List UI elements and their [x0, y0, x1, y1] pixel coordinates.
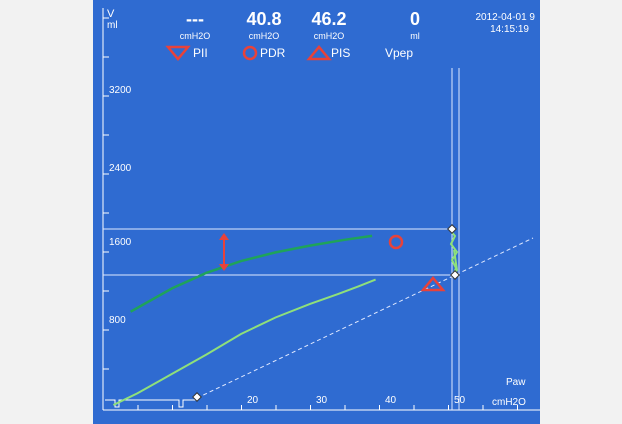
pis-legend-icon [306, 45, 332, 61]
timestamp-date: 2012-04-01 9 [475, 12, 536, 23]
x-tick-label: 50 [454, 395, 466, 406]
vertex-marker-top [447, 224, 457, 234]
pis-marker-icon [420, 276, 446, 292]
loop-tip-trace [449, 229, 459, 277]
baseline-trace [105, 399, 197, 408]
timestamp-time: 14:15:19 [490, 24, 529, 35]
vertex-marker-origin [192, 392, 202, 402]
x-tick-label: 30 [316, 395, 328, 406]
pdr-marker-icon [388, 234, 404, 250]
x-unit-cmh2o-label: cmH2O [492, 397, 526, 408]
x-tick-label: 40 [385, 395, 397, 406]
readout-pdr-unit: cmH2O [248, 31, 280, 41]
readout-pis-unit: cmH2O [313, 31, 345, 41]
y-tick-label: 800 [109, 315, 126, 326]
pii-legend-icon [165, 45, 191, 61]
legend-vpep-label: Vpep [385, 46, 414, 60]
legend-pii-label: PII [193, 46, 208, 60]
readout-pii-unit: cmH2O [179, 31, 211, 41]
y-tick-label: 3200 [109, 85, 132, 96]
x-unit-paw-label: Paw [506, 377, 526, 388]
pdr-legend-icon [242, 45, 258, 61]
x-minor-ticks [137, 405, 518, 410]
vertex-marker-bottom [450, 270, 460, 280]
readout-pii-value: --- [186, 9, 204, 29]
ventilator-screen: V ml --- cmH2O 40.8 cmH2O 46.2 cmH2O 0 m… [93, 0, 540, 424]
legend-pdr-label: PDR [260, 46, 286, 60]
y-unit-ml-label: ml [107, 20, 118, 31]
arrow-head-up-icon [219, 233, 229, 240]
y-minor-ticks [103, 17, 109, 370]
readout-pdr-value: 40.8 [246, 9, 282, 29]
compliance-dashed-line [196, 237, 534, 399]
readout-vpep-value: 0 [409, 9, 420, 29]
arrow-head-down-icon [219, 264, 229, 271]
x-tick-label: 20 [247, 395, 259, 406]
y-tick-label: 2400 [109, 163, 132, 174]
y-unit-label: V [107, 8, 115, 20]
deflation-curve [129, 234, 373, 313]
inflation-curve [112, 278, 376, 406]
readout-pis-value: 46.2 [311, 9, 347, 29]
readout-vpep-unit: ml [410, 31, 420, 41]
pv-loop-chart [102, 8, 540, 411]
y-tick-label: 1600 [109, 237, 132, 248]
legend-pis-label: PIS [331, 46, 351, 60]
